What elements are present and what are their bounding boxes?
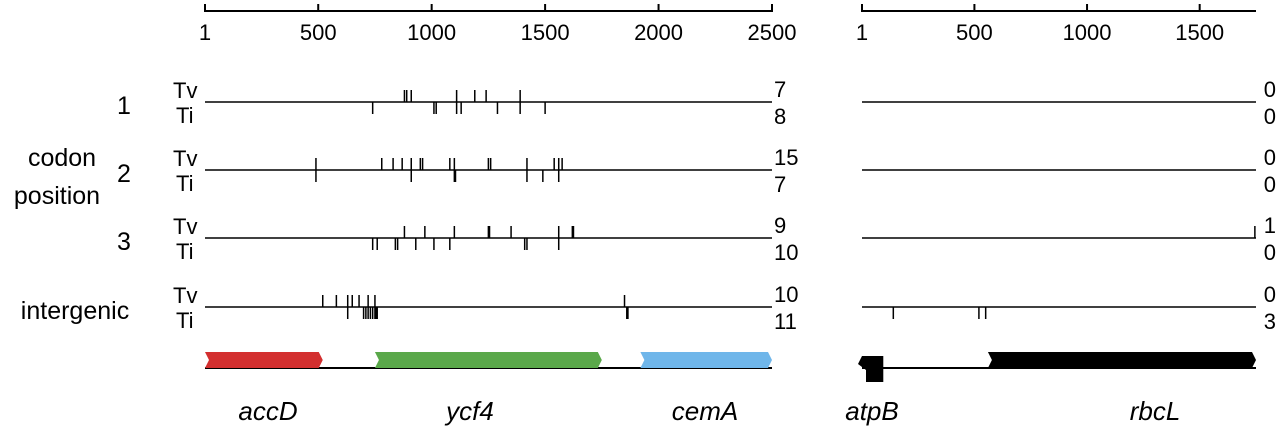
group-label-line1: codon bbox=[28, 144, 96, 172]
ti-label: Ti bbox=[176, 308, 194, 333]
right-axis: 1 500 1000 1500 bbox=[856, 4, 1256, 45]
left-ti-count: 8 bbox=[774, 104, 786, 129]
right-tv-count: 0 bbox=[1264, 77, 1276, 102]
rbcl-gene-block bbox=[987, 352, 1256, 368]
left-axis: 1 500 1000 1500 2000 2500 bbox=[199, 4, 797, 45]
row-label: intergenic bbox=[21, 297, 129, 325]
right-tv-count: 1 bbox=[1264, 213, 1276, 238]
left-axis-tick-label: 1000 bbox=[407, 20, 456, 45]
left-tv-count: 9 bbox=[774, 213, 786, 238]
left-ti-count: 11 bbox=[774, 309, 797, 334]
left-ti-count: 10 bbox=[774, 240, 798, 265]
left-axis-tick-label: 2500 bbox=[748, 20, 797, 45]
right-ti-count: 0 bbox=[1264, 172, 1276, 197]
right-axis-tick-label: 1500 bbox=[1175, 20, 1224, 45]
atpb-gene-block bbox=[858, 356, 884, 382]
tv-label: Tv bbox=[173, 214, 197, 239]
accd-gene-label: accD bbox=[238, 396, 297, 426]
tv-label: Tv bbox=[173, 78, 197, 103]
left-axis-tick-label: 500 bbox=[300, 20, 337, 45]
right-ti-count: 0 bbox=[1264, 240, 1276, 265]
left-axis-tick-label: 2000 bbox=[634, 20, 683, 45]
right-axis-tick-label: 1 bbox=[856, 20, 868, 45]
left-tv-count: 15 bbox=[774, 145, 798, 170]
ti-label: Ti bbox=[176, 171, 194, 196]
cema-gene-block bbox=[640, 352, 772, 368]
rbcl-gene-label: rbcL bbox=[1130, 396, 1181, 426]
right-tv-count: 0 bbox=[1264, 145, 1276, 170]
ti-label: Ti bbox=[176, 103, 194, 128]
tv-label: Tv bbox=[173, 283, 197, 308]
row-label: 3 bbox=[117, 228, 131, 256]
tv-label: Tv bbox=[173, 146, 197, 171]
accd-gene-block bbox=[205, 352, 323, 368]
ti-label: Ti bbox=[176, 239, 194, 264]
gene-map-right: atpB rbcL bbox=[845, 352, 1256, 426]
left-axis-tick-label: 1500 bbox=[521, 20, 570, 45]
left-ti-count: 7 bbox=[774, 172, 786, 197]
left-tv-count: 10 bbox=[774, 282, 798, 307]
left-tv-count: 7 bbox=[774, 77, 786, 102]
cema-gene-label: cemA bbox=[672, 396, 738, 426]
right-axis-tick-label: 500 bbox=[956, 20, 993, 45]
rows: 1TvTi78002TvTi157003TvTi91010intergenicT… bbox=[21, 77, 1276, 334]
row-label: 2 bbox=[117, 160, 131, 188]
ycf4-gene-block bbox=[374, 352, 602, 368]
row-label: 1 bbox=[117, 92, 131, 120]
group-label-line2: position bbox=[14, 182, 100, 210]
right-ti-count: 0 bbox=[1264, 104, 1276, 129]
left-axis-tick-label: 1 bbox=[199, 20, 211, 45]
atpb-gene-label: atpB bbox=[845, 396, 899, 426]
gene-map-left: accD ycf4 cemA bbox=[205, 352, 772, 426]
right-ti-count: 3 bbox=[1264, 309, 1276, 334]
ycf4-gene-label: ycf4 bbox=[444, 396, 494, 426]
right-axis-tick-label: 1000 bbox=[1063, 20, 1112, 45]
right-tv-count: 0 bbox=[1264, 282, 1276, 307]
